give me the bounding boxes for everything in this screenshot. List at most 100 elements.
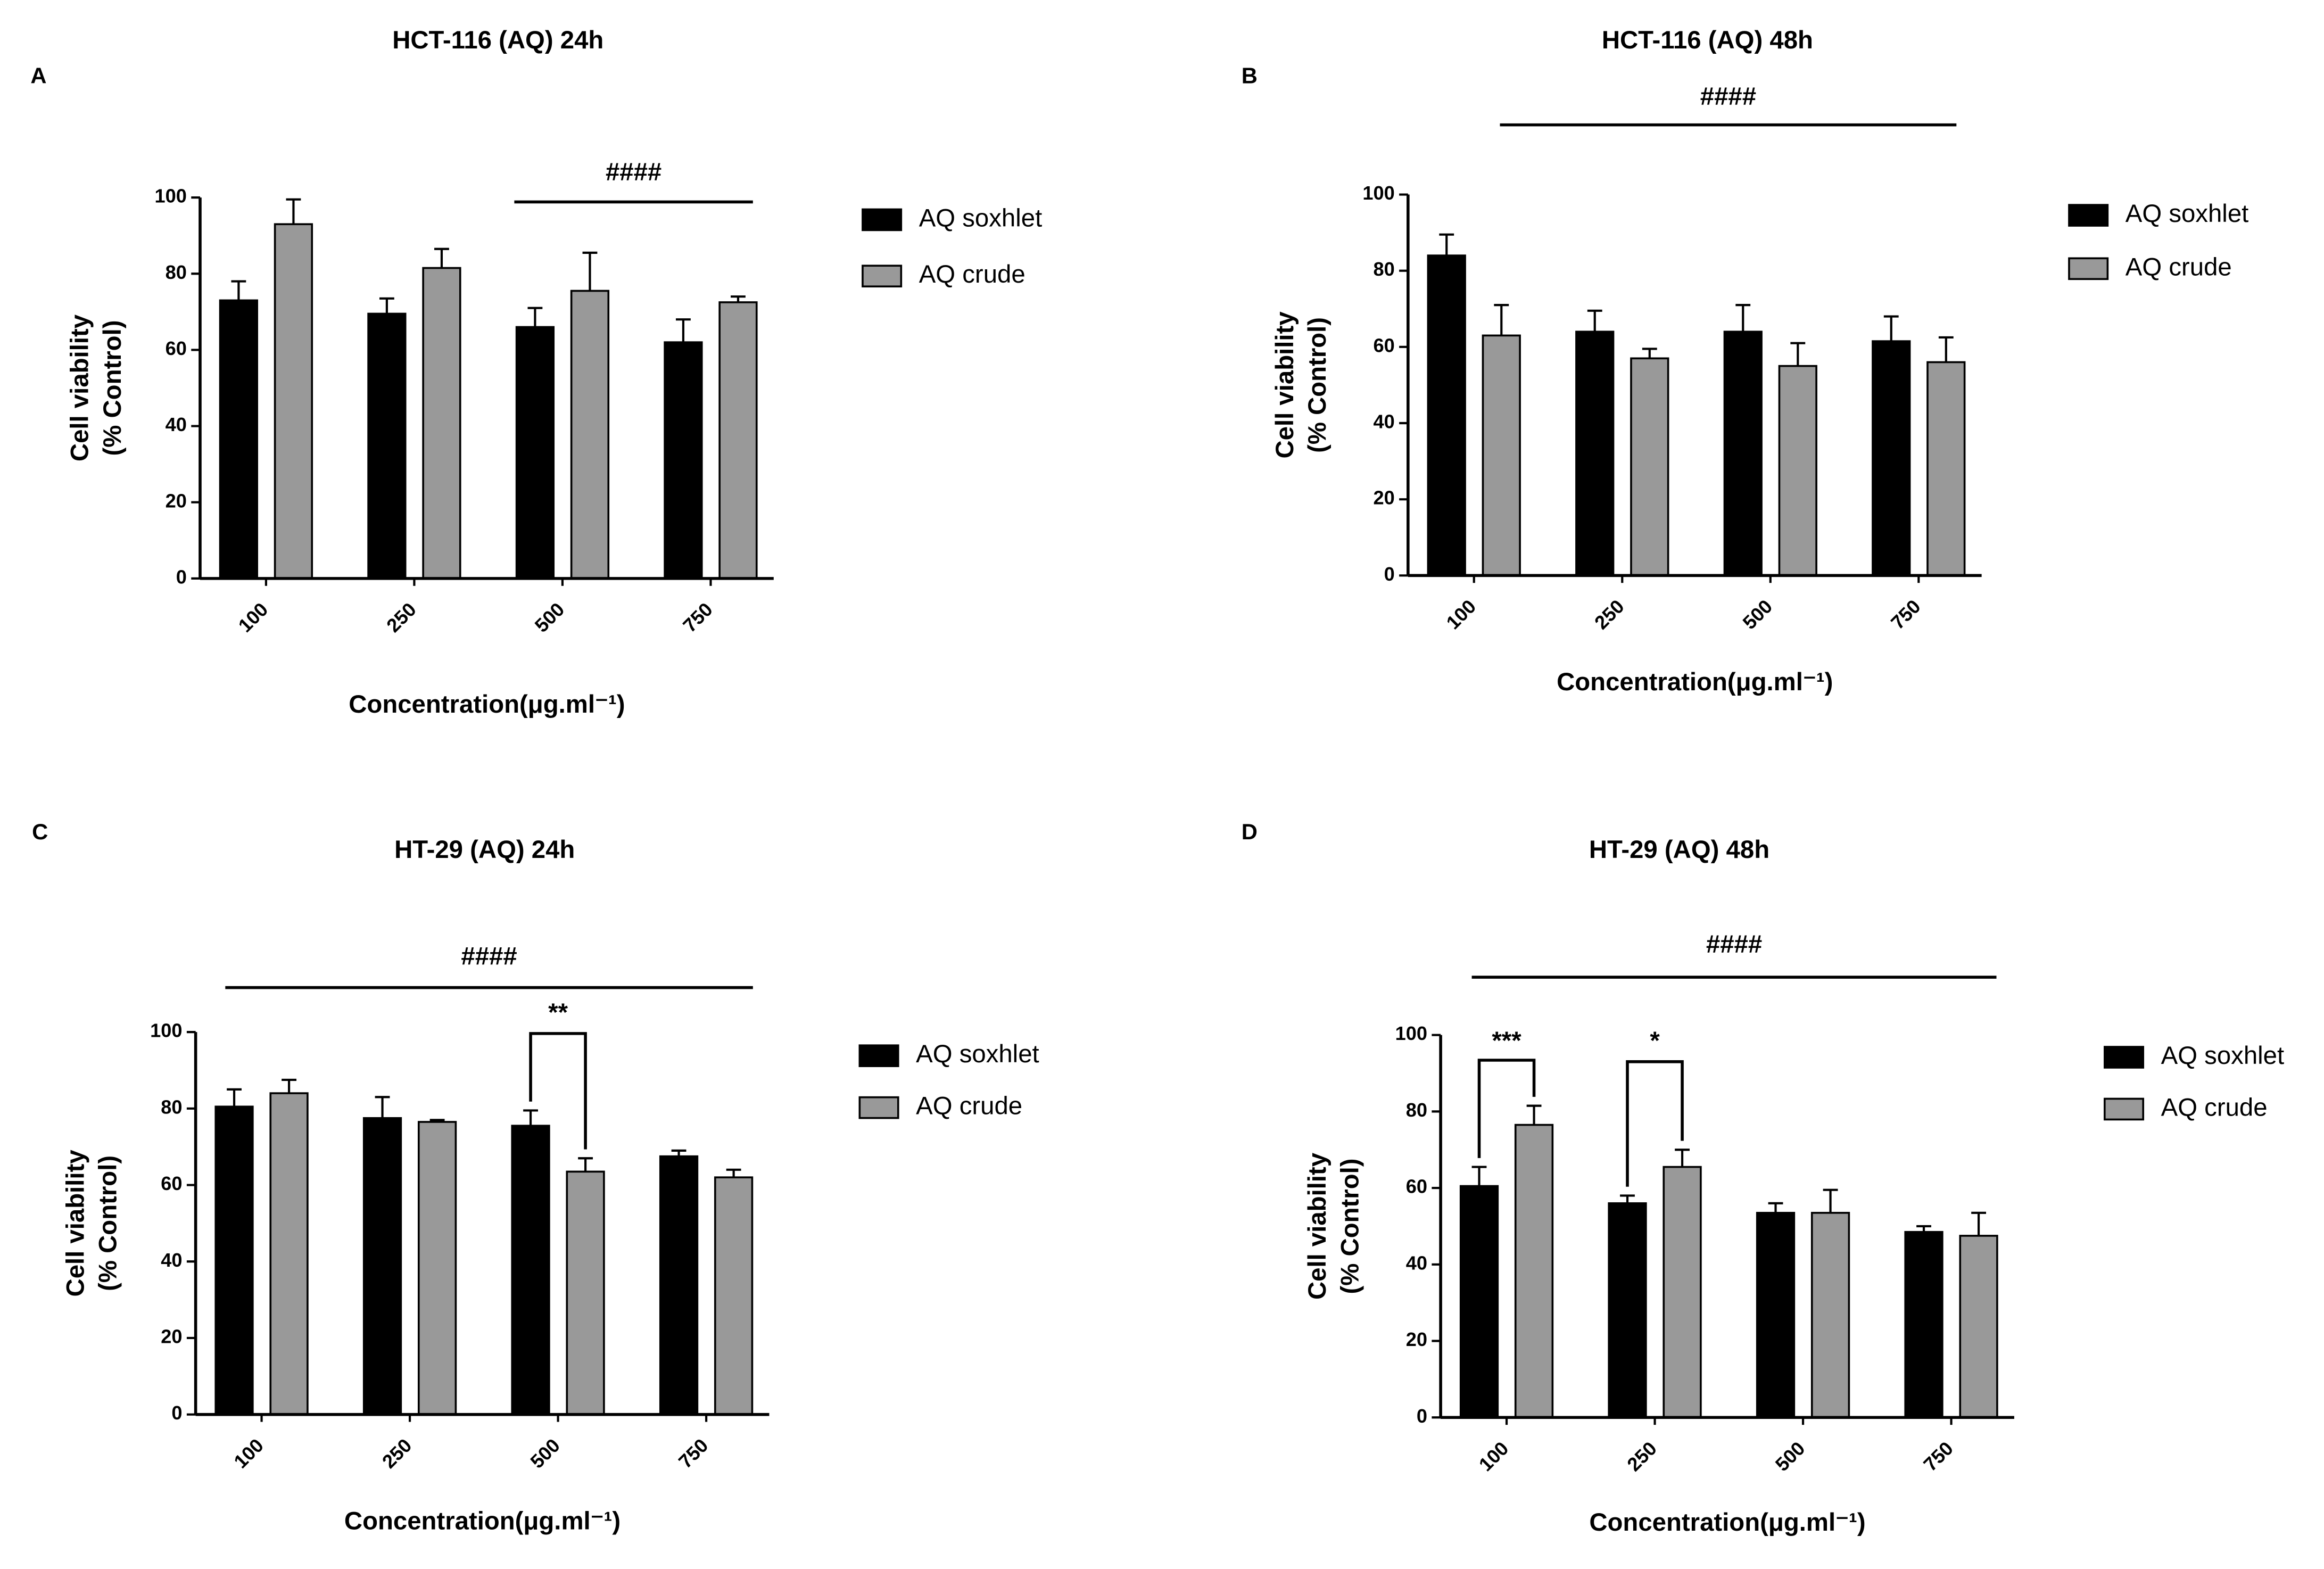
bar <box>659 1155 699 1416</box>
y-tick-label: 0 <box>171 1402 182 1424</box>
y-axis-label: Cell viability <box>61 1150 89 1297</box>
x-tick-label: 100 <box>234 598 272 637</box>
y-axis-label: (% Control) <box>1303 317 1331 453</box>
bar <box>1723 331 1763 577</box>
bar <box>214 1105 254 1416</box>
y-tick-label: 40 <box>166 414 187 435</box>
y-tick-label: 40 <box>161 1249 182 1271</box>
legend-label: AQ crude <box>2125 253 2232 281</box>
legend-swatch <box>2068 257 2109 280</box>
bar <box>570 290 610 580</box>
x-tick-label: 500 <box>526 1434 564 1473</box>
y-axis-label: Cell viability <box>1303 1152 1331 1300</box>
legend-swatch <box>858 1044 899 1067</box>
x-tick-label: 500 <box>531 598 569 637</box>
x-tick-label: 100 <box>1442 596 1481 634</box>
x-tick-label: 100 <box>229 1434 268 1473</box>
y-tick-label: 0 <box>1417 1405 1427 1427</box>
legend-label: AQ soxhlet <box>916 1040 1039 1068</box>
y-tick-label: 80 <box>1406 1099 1427 1121</box>
legend-swatch <box>2068 204 2109 227</box>
bar <box>1459 1185 1499 1419</box>
y-tick-label: 0 <box>1384 563 1395 585</box>
significance-bracket <box>1477 1059 1536 1158</box>
bar <box>1427 254 1466 577</box>
x-axis-label: Concentration(μg.ml⁻¹) <box>1589 1508 1865 1537</box>
x-tick-label: 500 <box>1739 596 1777 634</box>
x-axis-label: Concentration(μg.ml⁻¹) <box>344 1507 621 1535</box>
significance-label: #### <box>1700 82 1756 111</box>
x-tick-label: 100 <box>1475 1438 1513 1476</box>
significance-bracket <box>1626 1060 1684 1187</box>
panel: B HCT-116 (AQ) 48h Cell viability (% Contro… <box>1242 26 2249 696</box>
y-tick-label: 80 <box>1373 258 1394 280</box>
significance-label: ** <box>548 998 568 1027</box>
y-tick-label: 60 <box>161 1172 182 1194</box>
bar <box>515 326 555 580</box>
x-axis-label: Concentration(μg.ml⁻¹) <box>1557 668 1833 696</box>
x-tick-label: 500 <box>1771 1438 1809 1476</box>
x-tick-label: 750 <box>674 1434 713 1473</box>
panel: D HT-29 (AQ) 48h Cell viability (% Control)… <box>1242 819 2284 1537</box>
y-axis-label: (% Control) <box>98 320 127 456</box>
legend-swatch <box>862 208 903 232</box>
significance-label: #### <box>1706 930 1762 959</box>
bar <box>269 1092 309 1416</box>
y-axis-label: (% Control) <box>1336 1158 1364 1294</box>
y-tick-label: 20 <box>166 490 187 511</box>
y-tick-label: 100 <box>155 185 187 207</box>
bar <box>1872 340 1911 577</box>
significance-label: * <box>1650 1027 1660 1055</box>
legend-label: AQ crude <box>919 260 1025 288</box>
legend-swatch <box>862 265 903 288</box>
bar <box>1904 1231 1943 1419</box>
legend-swatch <box>2103 1046 2145 1069</box>
y-tick-label: 60 <box>1373 334 1394 356</box>
significance-label: *** <box>1492 1027 1521 1055</box>
x-tick-label: 250 <box>1590 596 1628 634</box>
legend-label: AQ crude <box>916 1092 1022 1120</box>
bar <box>274 223 313 580</box>
bar <box>1482 334 1521 577</box>
legend-label: AQ soxhlet <box>2161 1042 2285 1070</box>
y-axis-label: (% Control) <box>94 1155 122 1291</box>
x-tick-label: 250 <box>382 598 420 637</box>
bar <box>1810 1211 1850 1419</box>
y-tick-label: 60 <box>166 337 187 359</box>
y-tick-label: 40 <box>1373 411 1394 433</box>
bar <box>362 1117 402 1416</box>
y-tick-label: 100 <box>1362 182 1394 204</box>
bar <box>566 1170 605 1416</box>
bar <box>367 312 407 580</box>
x-tick-label: 750 <box>679 598 717 637</box>
significance-label: #### <box>606 158 661 186</box>
y-tick-label: 40 <box>1406 1252 1427 1274</box>
bar <box>1575 331 1615 577</box>
y-tick-label: 100 <box>1395 1022 1427 1044</box>
bar <box>422 267 461 580</box>
y-axis-label: Cell viability <box>66 314 94 461</box>
panel: C HT-29 (AQ) 24h Cell viability (% Control)… <box>32 819 1039 1535</box>
bar <box>417 1121 457 1416</box>
bar <box>1514 1124 1554 1419</box>
bar <box>1663 1166 1702 1419</box>
panel-letter: A <box>30 63 46 88</box>
legend-label: AQ soxhlet <box>2125 200 2249 228</box>
x-tick-label: 250 <box>378 1434 416 1473</box>
significance-label: #### <box>461 942 517 970</box>
panel: A HCT-116 (AQ) 24h Cell viability (% Contro… <box>30 26 1042 719</box>
chart-title: HT-29 (AQ) 24h <box>394 836 575 864</box>
significance-bracket <box>529 1032 587 1150</box>
bar <box>1959 1235 1998 1419</box>
y-tick-label: 0 <box>176 566 187 588</box>
legend-label: AQ soxhlet <box>919 204 1043 232</box>
bar <box>714 1176 754 1416</box>
x-tick-label: 750 <box>1887 596 1925 634</box>
bar <box>1608 1202 1647 1419</box>
y-tick-label: 100 <box>150 1020 182 1042</box>
y-tick-label: 60 <box>1406 1176 1427 1198</box>
bar <box>1778 365 1817 577</box>
y-tick-label: 80 <box>166 261 187 283</box>
y-tick-label: 20 <box>1406 1328 1427 1350</box>
chart-title: HT-29 (AQ) 48h <box>1589 836 1769 864</box>
